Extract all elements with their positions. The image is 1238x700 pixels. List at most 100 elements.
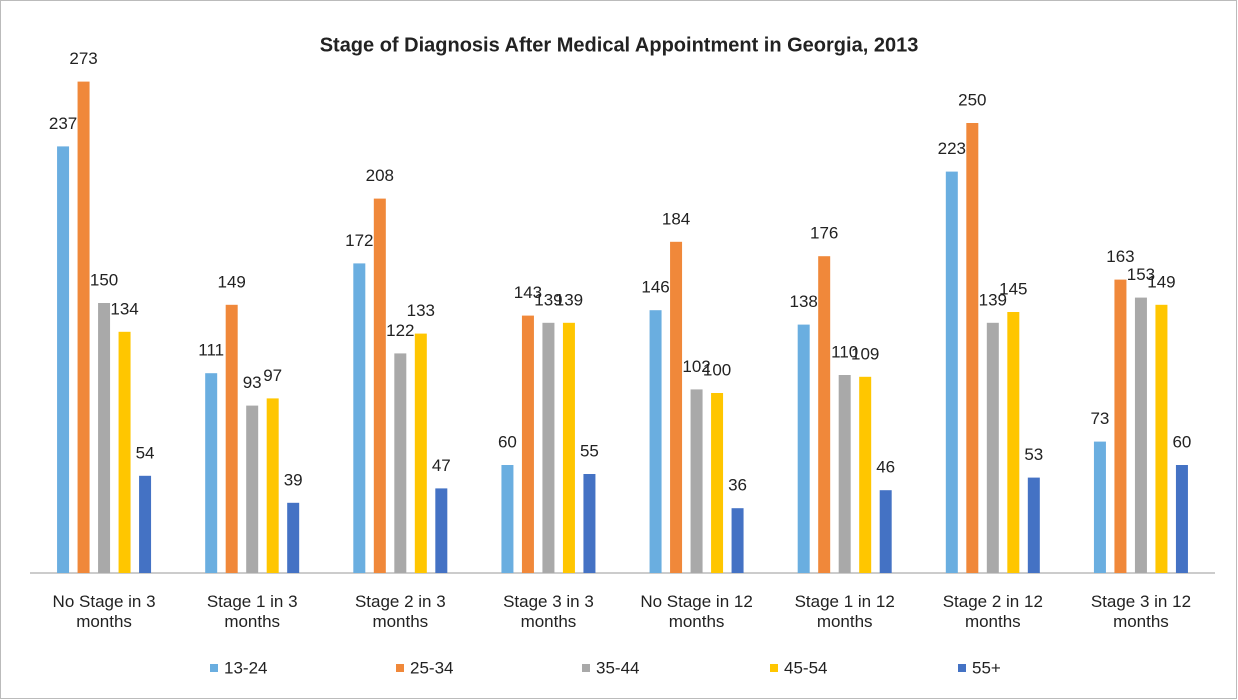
bar [1027, 477, 1040, 573]
data-label: 60 [1172, 432, 1191, 451]
bar [797, 324, 810, 573]
bar [711, 393, 724, 573]
bar [583, 474, 596, 573]
legend-label: 45-54 [784, 658, 827, 677]
data-label: 134 [110, 299, 138, 318]
data-label: 97 [263, 366, 282, 385]
data-label: 60 [498, 432, 517, 451]
data-label: 237 [49, 114, 77, 133]
bar [414, 333, 427, 573]
data-label: 110 [831, 342, 858, 361]
data-label: 273 [69, 49, 97, 68]
bar [353, 263, 366, 573]
chart-title: Stage of Diagnosis After Medical Appoint… [320, 34, 919, 56]
legend-label: 55+ [972, 658, 1001, 677]
x-tick-label: Stage 2 in 3 months [354, 592, 446, 631]
bar [287, 502, 300, 573]
x-tick-label: No Stage in 12 months [640, 592, 753, 631]
data-label: 36 [728, 476, 747, 495]
legend-swatch [396, 664, 404, 672]
data-label: 223 [938, 139, 966, 158]
legend-swatch [958, 664, 966, 672]
legend-label: 35-44 [596, 658, 639, 677]
bar [57, 146, 70, 573]
data-label: 139 [979, 290, 1007, 309]
bar [731, 508, 744, 573]
bar [818, 256, 831, 573]
data-label: 47 [432, 456, 451, 475]
data-label: 143 [514, 283, 542, 302]
x-tick-label: Stage 1 in 3 months [206, 592, 298, 631]
data-label: 55 [580, 441, 599, 460]
bar [435, 488, 448, 573]
bar [670, 241, 683, 574]
bar [118, 331, 131, 573]
data-label: 39 [284, 470, 303, 489]
bar [879, 490, 892, 573]
data-label: 109 [851, 344, 879, 363]
bar [542, 322, 555, 573]
data-label: 73 [1090, 409, 1109, 428]
bar [945, 171, 958, 573]
bar [501, 465, 514, 573]
data-label: 208 [366, 166, 394, 185]
bar [521, 315, 534, 573]
bar [1007, 312, 1020, 573]
legend-swatch [210, 664, 218, 672]
data-label: 102 [682, 357, 710, 376]
data-label: 149 [1147, 272, 1175, 291]
bar [394, 353, 407, 573]
bar [859, 376, 872, 573]
bar [562, 322, 575, 573]
legend-label: 13-24 [224, 658, 267, 677]
data-label: 54 [136, 443, 155, 462]
bar [139, 475, 152, 573]
data-label: 172 [345, 231, 373, 250]
data-label: 176 [810, 224, 838, 243]
legend-swatch [582, 664, 590, 672]
data-label: 139 [534, 290, 562, 309]
data-label: 53 [1024, 445, 1043, 464]
bar [1155, 304, 1168, 573]
data-label: 153 [1127, 265, 1155, 284]
bar [1175, 465, 1188, 573]
bar [266, 398, 279, 573]
data-label: 145 [999, 279, 1027, 298]
bar [246, 405, 259, 573]
bar [1134, 297, 1147, 573]
x-tick-label: Stage 3 in 12 months [1090, 592, 1192, 631]
data-label: 146 [641, 278, 669, 297]
data-label: 93 [243, 373, 262, 392]
data-label: 100 [703, 360, 731, 379]
bar [205, 373, 218, 573]
data-label: 139 [555, 290, 583, 309]
bar [966, 123, 979, 573]
bar [690, 389, 703, 573]
data-label: 149 [218, 272, 246, 291]
x-tick-label: Stage 2 in 12 months [942, 592, 1043, 631]
bar [1093, 441, 1106, 573]
data-label: 111 [198, 341, 224, 360]
x-tick-label: No Stage in 3 months [52, 592, 156, 631]
bar [373, 198, 386, 573]
bar [1114, 279, 1127, 573]
x-tick-label: Stage 1 in 12 months [794, 592, 895, 631]
data-label: 150 [90, 270, 118, 289]
bar [98, 303, 111, 573]
bar [649, 310, 662, 573]
data-label: 122 [386, 321, 414, 340]
bar [986, 322, 999, 573]
x-tick-label: Stage 3 in 3 months [503, 592, 594, 631]
data-label: 250 [958, 90, 986, 109]
data-label: 133 [407, 301, 435, 320]
bar [838, 375, 851, 573]
bar [77, 81, 90, 573]
data-label: 163 [1106, 247, 1134, 266]
data-label: 184 [662, 209, 690, 228]
legend-swatch [770, 664, 778, 672]
data-label: 46 [876, 458, 895, 477]
bar [225, 304, 238, 573]
